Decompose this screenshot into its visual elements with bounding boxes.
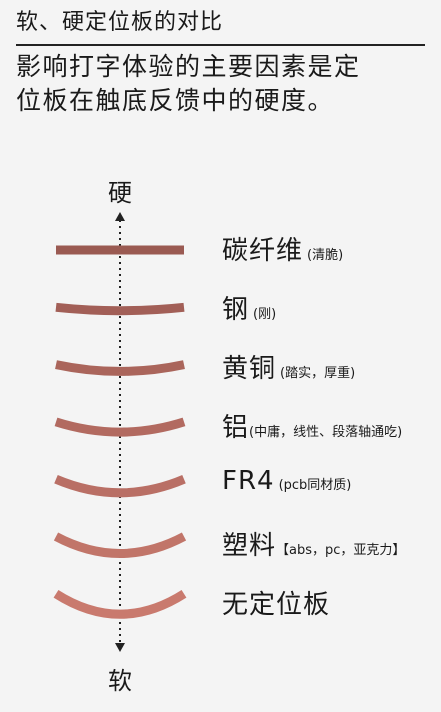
material-name: 碳纤维 [222,236,304,266]
material-label: 铝(中庸，线性、段落轴通吃) [222,407,402,444]
material-name: 钢 [222,295,250,325]
material-name: 无定位板 [222,590,331,620]
material-label: 塑料【abs，pc，亚克力】 [222,525,405,562]
material-note: (中庸，线性、段落轴通吃) [249,425,403,440]
plate-bar [53,589,187,619]
material-note: (刚) [253,307,277,322]
axis-label-soft: 软 [108,667,132,695]
material-label: 无定位板 [222,584,330,621]
material-note: (清脆) [307,248,344,263]
description-line-1: 影响打字体验的主要因素是定 [16,52,361,81]
plate-bar [55,360,185,376]
material-label: FR4 (pcb同材质) [222,466,351,496]
page-title: 软、硬定位板的对比 [16,10,224,35]
material-note: (pcb同材质) [278,478,352,493]
plate-bar [55,302,185,316]
plate-bar [53,532,187,558]
material-label: 黄铜 (踏实，厚重) [222,348,355,385]
arrow-up-icon [115,212,125,221]
material-name: 铝 [222,413,250,443]
material-label: 碳纤维 (清脆) [222,230,343,267]
plate-bar [54,417,186,437]
axis-label-hard: 硬 [108,179,132,207]
title-divider [16,44,425,46]
plate-bar [54,475,186,498]
arrow-down-icon [115,643,125,652]
material-note: (踏实，厚重) [280,366,356,381]
description: 影响打字体验的主要因素是定 位板在触底反馈中的硬度。 [16,50,361,118]
material-name: FR4 [222,466,275,496]
description-line-2: 位板在触底反馈中的硬度。 [16,86,335,115]
material-label: 钢 (刚) [222,289,276,326]
material-name: 塑料 [222,531,277,561]
material-name: 黄铜 [222,354,277,384]
material-note: 【abs，pc，亚克力】 [276,543,406,558]
